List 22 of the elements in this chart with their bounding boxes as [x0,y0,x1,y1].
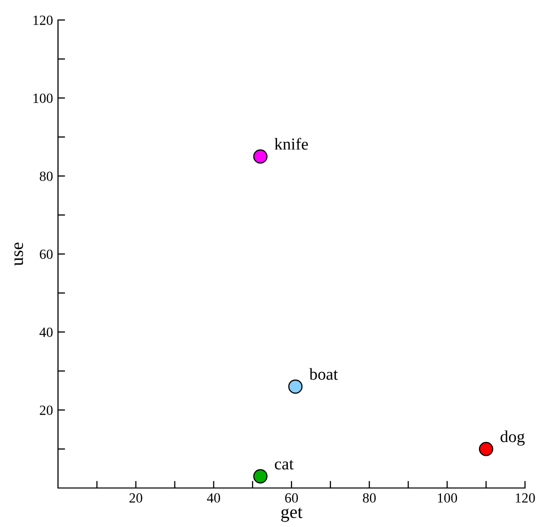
x-tick-label: 60 [285,493,298,503]
series-label: cat [274,460,294,470]
y-axis-title: use [14,242,24,266]
y-tick-label: 100 [34,94,53,103]
x-tick-label: 100 [438,493,458,503]
x-tick-label: 40 [206,493,220,503]
x-tick-label: 120 [516,493,535,503]
point [478,442,494,456]
x-tick-label: 20 [130,493,142,503]
point [253,469,268,484]
y-tick-label: 40 [40,328,53,337]
y-tick-label: 120 [34,16,53,25]
series-label: boat [309,368,338,380]
x-axis-title: get [281,508,302,522]
series-label: dog [500,430,525,446]
point [288,379,303,394]
x-tick-label: 80 [362,493,376,503]
y-tick-label: 20 [40,406,53,415]
y-tick-label: 80 [40,172,53,181]
y-tick-label: 60 [40,250,53,259]
series-label: knife [274,138,308,150]
point [253,149,268,164]
